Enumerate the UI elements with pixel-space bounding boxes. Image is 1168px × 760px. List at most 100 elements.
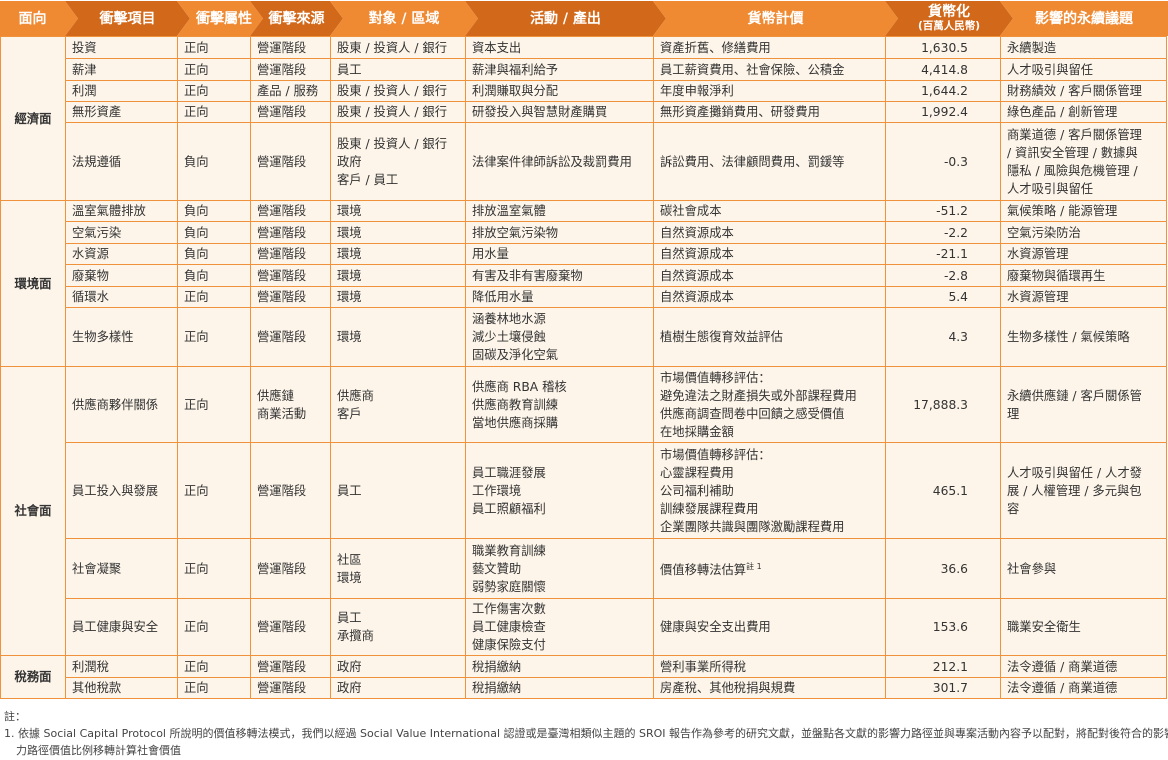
header-label: 衝擊來源 (268, 10, 325, 27)
header-label: 衝擊項目 (99, 10, 156, 27)
attribute-cell: 正向 (177, 286, 251, 308)
source-cell: 營運階段 (250, 307, 331, 367)
source-cell: 營運階段 (250, 286, 331, 308)
table-row: 循環水 正向 營運階段 環境 降低用水量 自然資源成本 5.4 水資源管理 (1, 286, 1167, 308)
activity-cell: 排放溫室氣體 (465, 200, 654, 222)
activity-cell: 稅捐繳納 (465, 677, 654, 699)
item-cell: 社會凝聚 (65, 538, 178, 599)
header-target: 對象 / 區域 (330, 1, 478, 36)
table-row: 法規遵循 負向 營運階段 股東 / 投資人 / 銀行 政府 客戶 / 員工 法律案件律師… (1, 122, 1167, 201)
table-row: 稅務面 利潤稅 正向 營運階段 政府 稅捐繳納 營利事業所得稅 212.1 法令遵循 / 商業道… (0, 655, 1167, 699)
value-cell: 17,888.3 (885, 366, 1001, 443)
issue-cell: 社會參與 (1000, 538, 1167, 599)
valuation-cell: 營利事業所得稅 (653, 655, 886, 678)
category-cell: 稅務面 (0, 655, 66, 699)
table-row: 空氣污染 負向 營運階段 環境 排放空氣污染物 自然資源成本 -2.2 空氣污染防治 (1, 221, 1167, 244)
attribute-cell: 正向 (177, 538, 251, 599)
attribute-cell: 負向 (177, 200, 251, 222)
table-row: 利潤 正向 產品 / 服務 股東 / 投資人 / 銀行 利潤賺取與分配 年度申報淨利 1,6… (1, 80, 1167, 102)
activity-cell: 薪津與福利給予 (465, 58, 654, 81)
item-cell: 水資源 (65, 243, 178, 265)
value-cell: 212.1 (885, 655, 1001, 678)
source-cell: 營運階段 (250, 442, 331, 539)
item-cell: 投資 (65, 36, 178, 59)
attribute-cell: 正向 (177, 655, 251, 678)
target-cell: 環境 (330, 200, 466, 222)
attribute-cell: 負向 (177, 243, 251, 265)
category-cell: 經濟面 (0, 36, 66, 201)
header-issue: 影響的永續議題 (1000, 1, 1168, 36)
value-cell: -2.8 (885, 264, 1001, 287)
source-cell: 營運階段 (250, 243, 331, 265)
table-row: 無形資產 正向 營運階段 股東 / 投資人 / 銀行 研發投入與智慧財產購買 無形資產攤銷… (1, 101, 1167, 123)
issue-cell: 綠色產品 / 創新管理 (1000, 101, 1167, 123)
issue-cell: 水資源管理 (1000, 243, 1167, 265)
source-cell: 營運階段 (250, 538, 331, 599)
header-label: 衝擊屬性 (196, 10, 252, 27)
activity-cell: 員工職涯發展 工作環境 員工照顧福利 (465, 442, 654, 539)
header-label: 貨幣化 (928, 3, 970, 20)
header-label: 影響的永續議題 (1035, 10, 1133, 27)
target-cell: 員工 (330, 58, 466, 81)
target-cell: 員工 承攬商 (330, 598, 466, 656)
item-cell: 循環水 (65, 286, 178, 308)
valuation-cell: 植樹生態復育效益評估 (653, 307, 886, 367)
attribute-cell: 正向 (177, 598, 251, 656)
valuation-cell: 市場價值轉移評估： 避免違法之財產損失或外部課程費用 供應商調查問卷中回饋之感受… (653, 366, 886, 443)
item-cell: 溫室氣體排放 (65, 200, 178, 222)
valuation-cell: 自然資源成本 (653, 264, 886, 287)
target-cell: 政府 (330, 655, 466, 678)
target-cell: 環境 (330, 264, 466, 287)
target-cell: 政府 (330, 677, 466, 699)
issue-cell: 永續製造 (1000, 36, 1167, 59)
category-cell: 社會面 (0, 366, 66, 656)
valuation-cell: 年度申報淨利 (653, 80, 886, 102)
header-attribute: 衝擊屬性 (177, 1, 263, 36)
valuation-cell: 無形資產攤銷費用、研發費用 (653, 101, 886, 123)
valuation-cell: 訴訟費用、法律顧問費用、罰鍰等 (653, 122, 886, 201)
source-cell: 營運階段 (250, 655, 331, 678)
value-cell: -2.2 (885, 221, 1001, 244)
activity-cell: 涵養林地水源 減少土壤侵蝕 固碳及淨化空氣 (465, 307, 654, 367)
item-cell: 空氣污染 (65, 221, 178, 244)
activity-cell: 研發投入與智慧財產購買 (465, 101, 654, 123)
item-cell: 薪津 (65, 58, 178, 81)
valuation-cell: 自然資源成本 (653, 221, 886, 244)
activity-cell: 排放空氣污染物 (465, 221, 654, 244)
table-header: 面向 衝擊項目 衝擊屬性 衝擊來源 對象 / 區域 活動 / 產出 貨幣計價 貨… (0, 1, 1168, 36)
value-cell: -51.2 (885, 200, 1001, 222)
table-row: 生物多樣性 正向 營運階段 環境 涵養林地水源 減少土壤侵蝕 固碳及淨化空氣 植樹生態復育… (1, 307, 1167, 367)
attribute-cell: 正向 (177, 58, 251, 81)
value-cell: 4.3 (885, 307, 1001, 367)
attribute-cell: 正向 (177, 307, 251, 367)
source-cell: 營運階段 (250, 58, 331, 81)
target-cell: 員工 (330, 442, 466, 539)
valuation-cell: 價值移轉法估算註 1 (653, 538, 886, 599)
valuation-cell: 碳社會成本 (653, 200, 886, 222)
footnote-ref: 註 1 (746, 561, 762, 571)
header-monetized: 貨幣化 (百萬人民幣) (885, 1, 1013, 36)
activity-cell: 降低用水量 (465, 286, 654, 308)
activity-cell: 用水量 (465, 243, 654, 265)
value-cell: 301.7 (885, 677, 1001, 699)
target-cell: 環境 (330, 307, 466, 367)
attribute-cell: 正向 (177, 442, 251, 539)
attribute-cell: 正向 (177, 80, 251, 102)
valuation-cell: 市場價值轉移評估： 心靈課程費用 公司福利補助 訓練發展課程費用 企業團隊共識與… (653, 442, 886, 539)
target-cell: 股東 / 投資人 / 銀行 (330, 80, 466, 102)
issue-cell: 職業安全衛生 (1000, 598, 1167, 656)
value-cell: 5.4 (885, 286, 1001, 308)
table-row: 水資源 負向 營運階段 環境 用水量 自然資源成本 -21.1 水資源管理 (1, 243, 1167, 265)
item-cell: 法規遵循 (65, 122, 178, 201)
header-source: 衝擊來源 (250, 1, 343, 36)
table-row: 員工健康與安全 正向 營運階段 員工 承攬商 工作傷害次數 員工健康檢查 健康保險支付健… (1, 598, 1167, 656)
item-cell: 利潤稅 (65, 655, 178, 678)
source-cell: 營運階段 (250, 598, 331, 656)
valuation-text: 價值移轉法估算 (660, 563, 747, 578)
attribute-cell: 正向 (177, 366, 251, 443)
header-unit: (百萬人民幣) (917, 19, 981, 32)
value-cell: 1,992.4 (885, 101, 1001, 123)
value-cell: 1,630.5 (885, 36, 1001, 59)
valuation-cell: 員工薪資費用、社會保險、公積金 (653, 58, 886, 81)
header-activity: 活動 / 產出 (465, 1, 666, 36)
